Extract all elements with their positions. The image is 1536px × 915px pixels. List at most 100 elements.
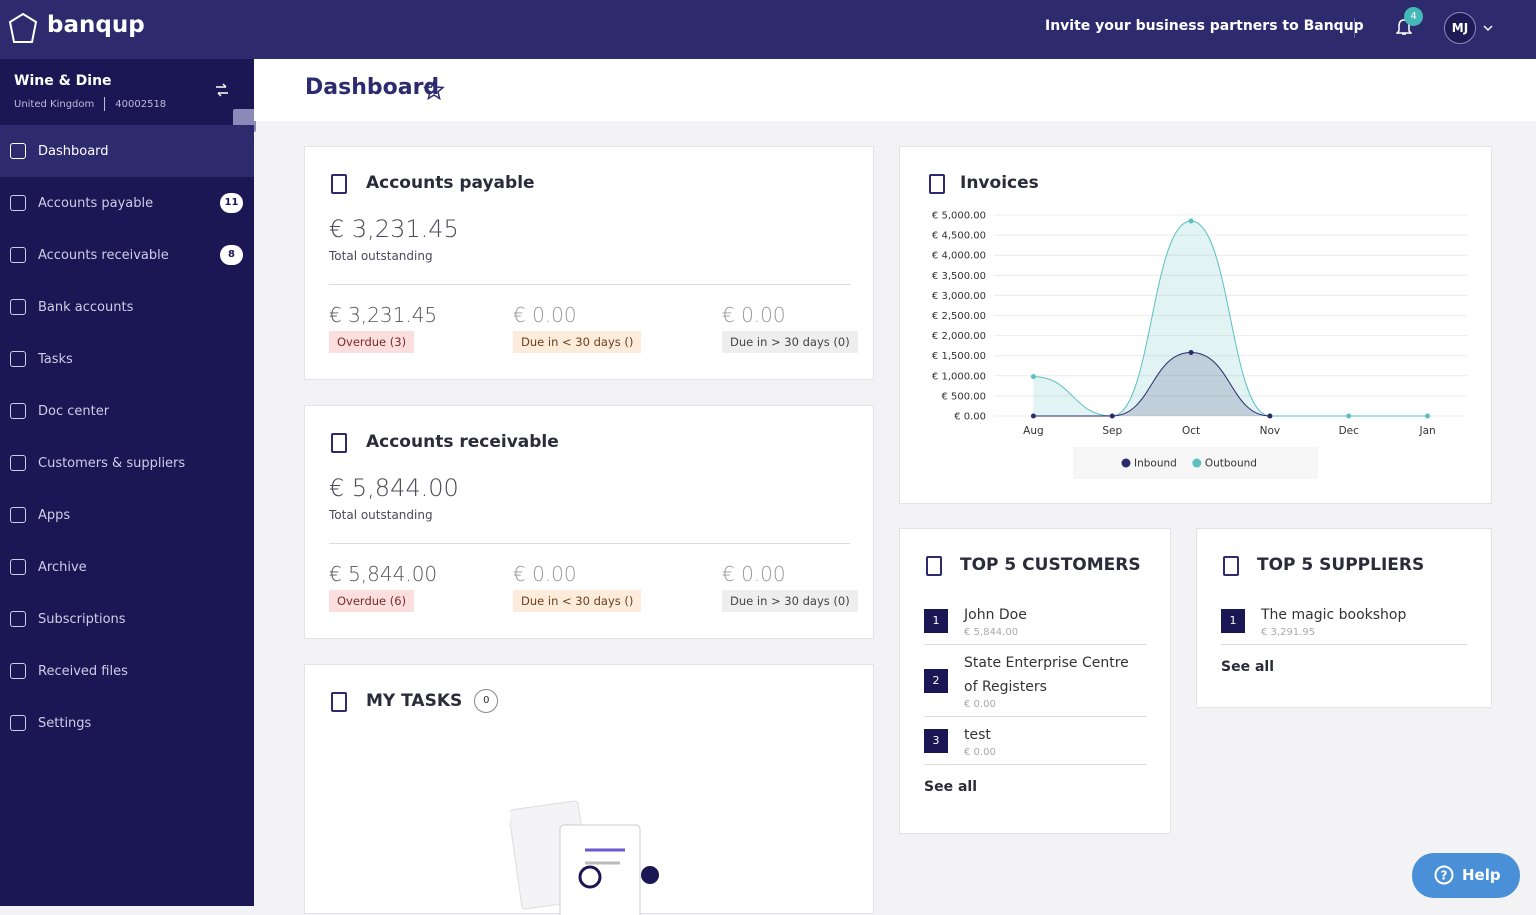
nav-label[interactable]: Accounts payable (38, 195, 154, 211)
help-label[interactable]: Help (1462, 866, 1501, 884)
bucket-amount: € 3,231.45 (329, 303, 438, 327)
bucket-label[interactable]: Due in < 30 days () (513, 331, 642, 353)
point (1346, 413, 1352, 419)
x-tick-label: Jan (1418, 425, 1435, 437)
tasks-card: MY TASKS 0 (304, 664, 874, 915)
bucket-label[interactable]: Overdue (3) (329, 331, 415, 353)
nav-icon (10, 351, 26, 367)
point (1267, 413, 1273, 419)
nav-item[interactable]: Subscriptions (0, 593, 254, 645)
bucket: € 5,844.00 Overdue (6) (329, 562, 437, 612)
nav-item[interactable]: Apps (0, 489, 254, 541)
item-name: test (964, 727, 991, 743)
item-amount: € 0.00 (964, 699, 996, 710)
nav-label[interactable]: Tasks (38, 351, 73, 367)
nav-item[interactable]: Accounts receivable 8 (0, 229, 254, 281)
receivable-total: € 5,844.00 (329, 474, 459, 502)
invite-link[interactable]: Invite your business partners to Banqup (1045, 18, 1364, 34)
separator (1354, 18, 1355, 38)
nav-item[interactable]: Customers & suppliers (0, 437, 254, 489)
nav: Dashboard Accounts payable 11 Accounts rece… (0, 125, 254, 749)
bucket-label[interactable]: Due in < 30 days () (513, 590, 642, 612)
tasks-count: 0 (474, 689, 499, 713)
list-item[interactable]: 1 John Doe € 5,844.00 (924, 597, 1146, 645)
bucket-label[interactable]: Due in > 30 days (0) (722, 590, 858, 612)
bucket-amount: € 0.00 (722, 303, 786, 327)
nav-item[interactable]: Received files (0, 645, 254, 697)
y-tick-label: € 1,500.00 (932, 351, 986, 362)
customers-card: TOP 5 CUSTOMERS 1 John Doe € 5,844.00 2 State… (899, 528, 1171, 834)
nav-label[interactable]: Customers & suppliers (38, 455, 186, 471)
invoices-card: Invoices € 0.00 € 500.00 € 1,000.00 € 1,500… (899, 146, 1492, 504)
user-avatar[interactable]: MJ (1444, 12, 1476, 44)
help-icon: ? (1434, 865, 1454, 885)
item-text: test € 0.00 (964, 723, 996, 758)
receivable-total-label: Total outstanding (329, 508, 433, 522)
y-tick-label: € 500.00 (941, 391, 986, 402)
list-item[interactable]: 2 State Enterprise Centre of Registers € 0… (924, 645, 1146, 717)
y-tick-label: € 4,000.00 (932, 251, 986, 262)
bucket-amount: € 5,844.00 (329, 562, 438, 586)
nav-label[interactable]: Archive (38, 559, 87, 575)
tasks-icon (331, 692, 347, 712)
nav-item[interactable]: Tasks (0, 333, 254, 385)
y-tick-label: € 1,000.00 (932, 371, 986, 382)
legend-label: Inbound (1134, 458, 1177, 470)
nav-label[interactable]: Subscriptions (38, 611, 126, 627)
nav-item[interactable]: Doc center (0, 385, 254, 437)
nav-item[interactable]: Dashboard (0, 125, 254, 177)
payable-icon (331, 174, 347, 194)
rank: 1 (924, 608, 948, 633)
notification-badge: 4 (1404, 7, 1423, 26)
nav-icon (10, 559, 26, 575)
y-tick-label: € 2,500.00 (932, 311, 986, 322)
nav-item[interactable]: Archive (0, 541, 254, 593)
bucket-label[interactable]: Due in > 30 days (0) (722, 331, 858, 353)
x-tick-label: Sep (1102, 425, 1122, 437)
y-tick-label: € 5,000.00 (932, 211, 986, 222)
nav-label[interactable]: Received files (38, 663, 128, 679)
favorite-star[interactable] (423, 79, 445, 101)
nav-icon (10, 611, 26, 627)
nav-label[interactable]: Bank accounts (38, 299, 134, 315)
see-all[interactable]: See all (924, 779, 977, 795)
svg-text:?: ? (1441, 869, 1448, 883)
brand[interactable]: banqup (47, 12, 145, 38)
title-bar: Dashboard (254, 59, 1536, 121)
bucket: € 3,231.45 Overdue (3) (329, 303, 437, 353)
nav-label[interactable]: Doc center (38, 403, 110, 419)
item-amount: € 5,844.00 (964, 627, 1019, 638)
list-item[interactable]: 3 test € 0.00 (924, 717, 1146, 765)
item-text: State Enterprise Centre of Registers € 0.… (964, 651, 1146, 710)
item-name: State Enterprise Centre of Registers (964, 655, 1129, 695)
line (1033, 351, 1270, 417)
bucket-amount: € 0.00 (513, 303, 577, 327)
logo-icon (8, 12, 38, 43)
top-bar: banqup Invite your business partners to … (0, 0, 1536, 59)
bucket-label[interactable]: Overdue (6) (329, 590, 415, 612)
list-item[interactable]: 1 The magic bookshop € 3,291.95 (1221, 597, 1467, 645)
see-all[interactable]: See all (1221, 659, 1274, 675)
nav-item[interactable]: Settings (0, 697, 254, 749)
nav-item[interactable]: Bank accounts (0, 281, 254, 333)
help-button[interactable]: ? Help (1412, 853, 1520, 898)
customers-icon (926, 556, 942, 576)
item-amount: € 0.00 (964, 747, 996, 758)
x-tick-label: Aug (1023, 425, 1044, 437)
bucket: € 0.00 Due in > 30 days (0) (722, 562, 858, 612)
switch-icon[interactable] (214, 83, 230, 97)
legend-swatch (1121, 458, 1131, 468)
nav-item[interactable]: Accounts payable 11 (0, 177, 254, 229)
item-amount: € 3,291.95 (1261, 627, 1316, 638)
nav-icon (10, 143, 26, 159)
receivable-title: Accounts receivable (366, 432, 559, 452)
chevron[interactable] (1483, 24, 1493, 32)
nav-label[interactable]: Settings (38, 715, 92, 731)
nav-label[interactable]: Accounts receivable (38, 247, 169, 263)
point (1188, 218, 1194, 224)
y-tick-label: € 3,000.00 (932, 291, 986, 302)
payable-total-label: Total outstanding (329, 249, 433, 263)
x-tick-label: Dec (1339, 425, 1360, 437)
nav-label[interactable]: Dashboard (38, 143, 109, 159)
nav-label[interactable]: Apps (38, 507, 71, 523)
